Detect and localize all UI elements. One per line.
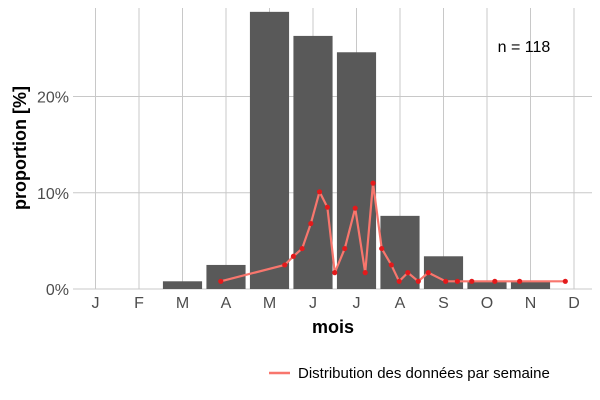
series-point	[218, 278, 224, 284]
y-tick-label: 0%	[46, 282, 69, 299]
x-tick-label: M	[176, 295, 189, 312]
series-point	[324, 204, 330, 210]
series-point	[332, 270, 338, 276]
series-point	[492, 278, 498, 284]
x-axis-title: mois	[312, 317, 354, 337]
legend: Distribution des données par semaine	[269, 365, 550, 382]
series-point	[379, 245, 385, 252]
x-tick-label: F	[134, 295, 144, 312]
series-point	[308, 220, 314, 227]
bar	[162, 281, 203, 289]
series-point	[396, 278, 402, 284]
x-tick-label: A	[221, 295, 232, 312]
series-point	[517, 278, 523, 284]
series-point	[316, 189, 323, 195]
y-axis-ticks: 0% 10% 20%	[37, 90, 69, 299]
bar	[293, 35, 333, 290]
x-tick-label: M	[263, 295, 276, 312]
series-point	[388, 262, 394, 268]
series-point	[454, 278, 461, 284]
x-tick-label: D	[568, 295, 580, 312]
series-point	[443, 278, 449, 284]
bar	[249, 11, 290, 290]
series-point	[415, 278, 421, 284]
bar	[467, 281, 507, 289]
weekly-distribution-points	[218, 180, 568, 284]
series-point	[469, 278, 475, 284]
series-point	[299, 245, 305, 252]
series-point	[342, 245, 348, 252]
x-tick-label: S	[438, 295, 449, 312]
y-tick-label: 10%	[37, 186, 69, 203]
y-axis-title: proportion [%]	[10, 86, 30, 210]
y-tick-label: 20%	[37, 90, 69, 107]
series-point	[405, 270, 411, 276]
n-annotation: n = 118	[498, 39, 551, 56]
series-point	[370, 180, 376, 186]
x-tick-label: O	[481, 295, 493, 312]
series-point	[282, 262, 288, 268]
x-tick-label: J	[92, 295, 100, 312]
x-tick-label: N	[525, 295, 537, 312]
series-point	[290, 253, 297, 259]
series-point	[425, 270, 431, 276]
x-tick-label: J	[353, 295, 361, 312]
bars	[162, 11, 551, 290]
x-tick-label: A	[395, 295, 406, 312]
series-point	[362, 270, 368, 276]
bar	[510, 281, 551, 289]
x-tick-label: J	[309, 295, 317, 312]
series-point	[562, 278, 568, 284]
legend-series-label: Distribution des données par semaine	[298, 365, 550, 382]
series-point	[352, 205, 358, 211]
